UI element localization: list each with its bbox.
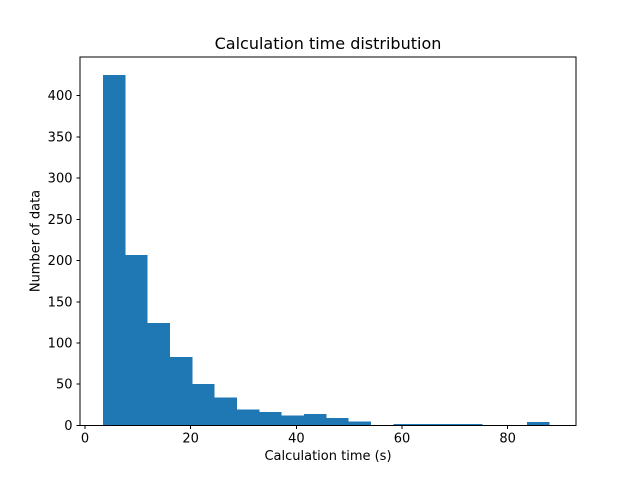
x-tick-label: 40: [288, 431, 305, 446]
histogram-bar: [303, 413, 327, 426]
x-axis-label: Calculation time (s): [264, 449, 392, 464]
y-tick-label: 300: [48, 172, 73, 187]
histogram-bar: [103, 75, 126, 426]
x-axis-ticks: 0 20 40 60 80: [81, 425, 516, 446]
y-tick-label: 100: [48, 336, 73, 351]
histogram-bar: [460, 423, 483, 426]
x-tick-label: 80: [499, 431, 516, 446]
histogram-bar: [214, 397, 237, 426]
histogram-bar: [527, 422, 550, 426]
y-tick-label: 50: [56, 378, 73, 393]
histogram-bar: [125, 254, 148, 426]
histogram-bar: [415, 423, 438, 426]
axes-frame: [79, 56, 577, 426]
y-tick-label: 200: [48, 254, 73, 269]
histogram-bar: [281, 415, 304, 426]
x-tick-label: 60: [394, 431, 411, 446]
histogram-bar: [348, 421, 371, 426]
y-axis-label: Number of data: [28, 189, 44, 293]
histogram-bar: [326, 417, 349, 426]
histogram-bar: [170, 356, 193, 426]
y-tick-label: 150: [48, 295, 73, 310]
y-axis-ticks: 0 50 100 150 200 250 300 350 400: [48, 89, 80, 434]
y-tick-label: 0: [64, 419, 72, 434]
histogram-bar: [192, 384, 215, 426]
histogram-bar: [259, 412, 282, 426]
x-tick-label: 20: [182, 431, 199, 446]
histogram-bar: [147, 323, 171, 426]
bars-group: [103, 75, 550, 426]
histogram-bar: [437, 423, 461, 426]
histogram-bar: [393, 423, 416, 426]
histogram-bar: [236, 409, 260, 426]
y-tick-label: 250: [48, 213, 73, 228]
y-tick-label: 350: [48, 130, 73, 145]
x-tick-label: 0: [81, 431, 89, 446]
chart-title: Calculation time distribution: [214, 34, 442, 53]
y-tick-label: 400: [48, 89, 73, 104]
